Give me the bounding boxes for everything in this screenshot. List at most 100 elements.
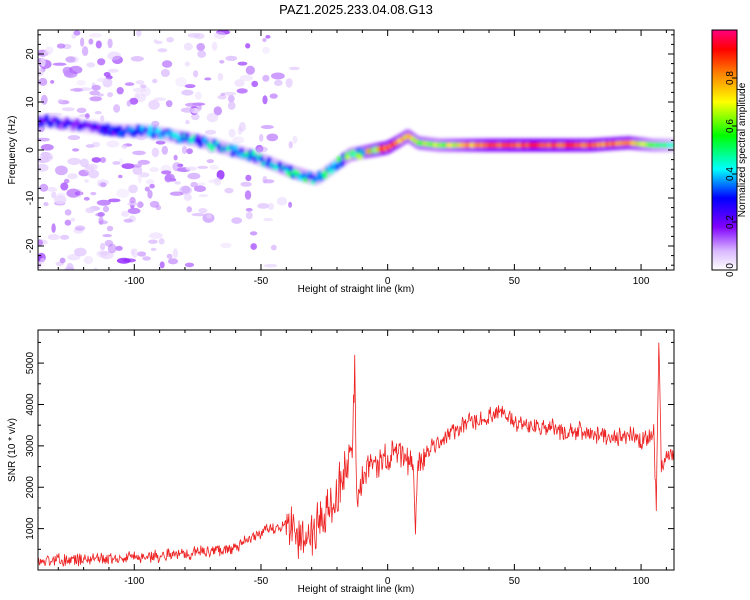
- noise-blob: [107, 68, 119, 73]
- noise-blob: [121, 163, 135, 170]
- y-tick-label: 20: [25, 48, 36, 60]
- noise-blob: [38, 77, 48, 86]
- noise-blob: [237, 61, 248, 66]
- noise-blob: [190, 181, 198, 188]
- ridge-cell: [239, 147, 245, 154]
- noise-blob: [292, 135, 298, 144]
- noise-blob: [184, 84, 196, 89]
- ridge-cell: [150, 132, 157, 139]
- noise-blob: [60, 234, 70, 240]
- colorbar: 0.0 0.2 0.4 0.6 0.8 Normalized spectral ampl…: [711, 29, 748, 277]
- colorbar-tick-label: 0.6: [725, 119, 736, 133]
- noise-blob: [213, 106, 222, 116]
- noise-blob: [85, 163, 98, 171]
- noise-blob: [144, 186, 150, 192]
- noise-blob: [66, 262, 74, 270]
- noise-blob: [59, 257, 66, 264]
- noise-blob: [149, 167, 159, 173]
- noise-blob: [147, 189, 153, 199]
- noise-blob: [84, 165, 95, 174]
- y-tick-label: -10: [25, 190, 36, 205]
- noise-blob: [133, 163, 143, 168]
- noise-blob: [206, 159, 214, 164]
- noise-blob: [65, 56, 76, 63]
- noise-blob: [107, 51, 121, 61]
- noise-blob: [232, 136, 245, 144]
- x-tick-label: -100: [124, 576, 144, 587]
- noise-blob: [228, 128, 236, 138]
- noise-blob: [89, 96, 102, 102]
- ridge-cell: [336, 156, 342, 163]
- noise-blob: [204, 129, 217, 135]
- noise-blob: [193, 70, 199, 78]
- noise-blob: [245, 211, 253, 220]
- noise-blob: [262, 74, 270, 82]
- noise-blob: [100, 157, 107, 163]
- noise-blob: [175, 77, 187, 87]
- noise-blob: [274, 79, 283, 86]
- noise-blob: [64, 219, 72, 226]
- noise-blob: [149, 183, 155, 189]
- ridge-cell: [105, 123, 111, 130]
- noise-blob: [288, 141, 293, 149]
- noise-blob: [100, 182, 107, 188]
- noise-blob: [100, 115, 105, 123]
- y-tick-label: 3000: [25, 434, 36, 457]
- noise-blob: [88, 38, 94, 45]
- noise-blob: [166, 253, 173, 259]
- noise-blob: [85, 144, 95, 148]
- noise-blob: [137, 251, 147, 257]
- noise-blob: [126, 100, 131, 107]
- noise-blob: [183, 42, 193, 51]
- noise-blob: [128, 184, 138, 194]
- noise-blob: [197, 165, 209, 169]
- noise-blob: [245, 207, 253, 212]
- noise-blob: [50, 80, 55, 84]
- noise-blob: [97, 58, 106, 66]
- noise-blob: [249, 231, 258, 236]
- noise-blob: [129, 97, 139, 105]
- noise-blob: [191, 113, 200, 121]
- y-tick-label: 5000: [25, 352, 36, 375]
- noise-blob: [220, 242, 232, 248]
- spectrogram-xlabel: Height of straight line (km): [298, 284, 415, 295]
- noise-blob: [38, 137, 50, 142]
- noise-blob: [123, 218, 133, 223]
- noise-blob: [159, 261, 165, 269]
- noise-blob: [54, 195, 67, 205]
- noise-blob: [88, 33, 103, 38]
- noise-blob: [64, 209, 72, 216]
- noise-blob: [152, 78, 158, 84]
- noise-blob: [96, 93, 105, 97]
- noise-blob: [67, 157, 81, 165]
- noise-blob: [51, 223, 56, 233]
- noise-blob: [276, 196, 288, 206]
- noise-blob: [181, 145, 188, 155]
- noise-blob: [86, 62, 96, 68]
- noise-blob: [240, 181, 252, 187]
- noise-blob: [76, 79, 86, 86]
- noise-blob: [47, 234, 60, 241]
- noise-blob: [181, 89, 194, 96]
- noise-blob: [57, 99, 64, 104]
- noise-blob: [76, 107, 87, 114]
- noise-blob: [153, 97, 166, 101]
- ridge-cell: [210, 144, 216, 152]
- noise-blob: [74, 247, 87, 257]
- x-tick-label: -100: [124, 276, 144, 287]
- noise-blob: [222, 91, 237, 96]
- noise-blob: [136, 30, 142, 37]
- ridge-cell: [670, 142, 674, 148]
- ridge-cell: [96, 123, 102, 130]
- noise-blob: [115, 245, 123, 251]
- noise-blob: [94, 111, 102, 115]
- noise-blob: [127, 202, 139, 206]
- noise-blob: [135, 80, 145, 85]
- noise-blob: [239, 74, 253, 82]
- noise-blob: [250, 243, 257, 250]
- noise-blob: [148, 239, 158, 244]
- noise-blob: [38, 68, 44, 77]
- noise-blob: [265, 35, 271, 39]
- x-tick-label: -50: [254, 276, 269, 287]
- noise-blob: [52, 62, 67, 66]
